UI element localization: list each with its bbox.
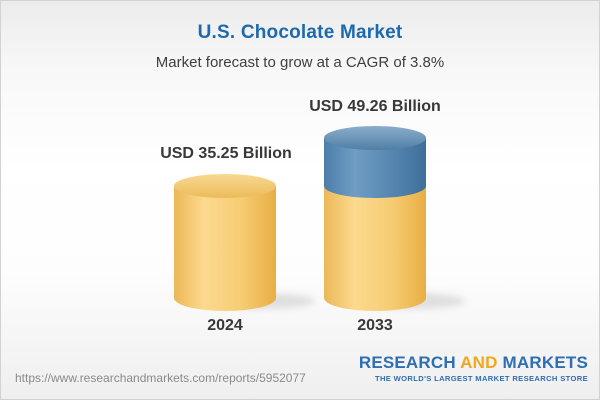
logo-word-and: AND — [460, 353, 498, 372]
x-axis-label-2024: 2024 — [207, 317, 243, 334]
bar-2033 — [324, 126, 426, 311]
chart-title: U.S. Chocolate Market — [197, 22, 403, 43]
brand-logo-tagline: THE WORLD'S LARGEST MARKET RESEARCH STOR… — [374, 374, 588, 383]
logo-word-research: RESEARCH — [358, 353, 456, 372]
bar-chart: USD 35.25 Billion USD 49.26 Billion 2024… — [1, 81, 599, 341]
logo-word-markets: MARKETS — [502, 353, 588, 372]
chart-subtitle: Market forecast to grow at a CAGR of 3.8… — [155, 54, 445, 71]
bar-2033-base-segment — [324, 186, 426, 311]
cylinder-chart-canvas — [174, 126, 465, 311]
value-label-2033: USD 49.26 Billion — [309, 98, 441, 115]
bar-2024 — [174, 174, 276, 311]
brand-logo: RESEARCH AND MARKETS THE WORLD'S LARGEST… — [359, 353, 588, 383]
footer: https://www.researchandmarkets.com/repor… — [1, 351, 599, 399]
x-axis-label-2033: 2033 — [357, 317, 393, 334]
value-label-2024: USD 35.25 Billion — [160, 145, 292, 162]
brand-logo-wordmark: RESEARCH AND MARKETS — [359, 353, 588, 373]
bar-2033-growth-segment — [324, 126, 426, 198]
report-url: https://www.researchandmarkets.com/repor… — [15, 371, 306, 385]
